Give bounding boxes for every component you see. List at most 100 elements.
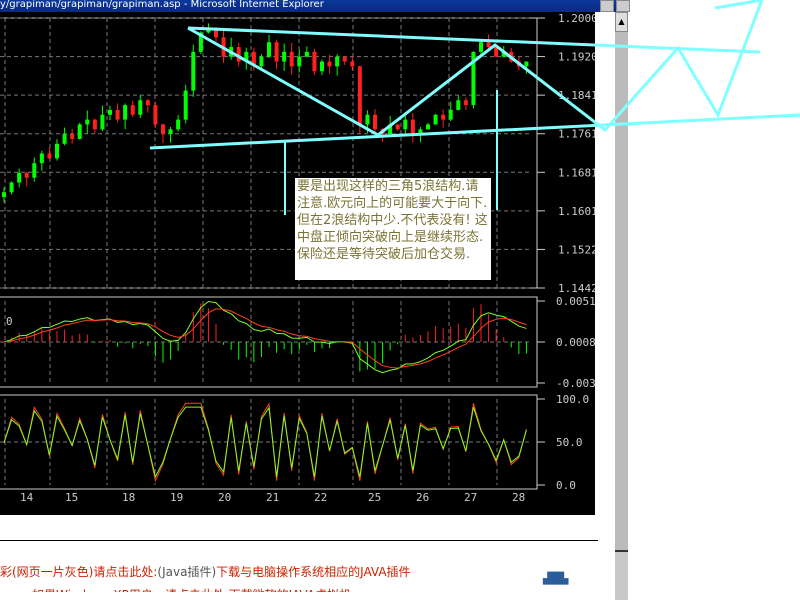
- price-tick-label: 1.1681: [558, 166, 595, 179]
- candle: [236, 47, 241, 62]
- candle: [191, 51, 196, 91]
- indicator-label: 0: [6, 315, 13, 328]
- divider: [0, 540, 598, 541]
- maximize-button[interactable]: [616, 0, 630, 12]
- candle: [206, 27, 211, 33]
- price-tick-label: 1.1601: [558, 205, 595, 218]
- candle: [176, 119, 181, 130]
- indicator-tick-label: 0.0051: [556, 295, 595, 308]
- candle: [130, 105, 135, 115]
- date-label: 27: [464, 491, 477, 504]
- candle: [77, 124, 82, 139]
- candle: [55, 143, 59, 159]
- candle: [297, 56, 302, 67]
- candle: [145, 100, 150, 106]
- date-label: 14: [20, 491, 34, 504]
- candle: [274, 42, 279, 62]
- candle: [312, 51, 317, 72]
- candle: [259, 56, 264, 67]
- chart-annotation: 要是出现这样的三角5浪结构.请注意.欧元向上的可能要大于向下. 但在2浪结构中少…: [295, 178, 491, 280]
- price-tick-label: 1.1761: [558, 128, 595, 141]
- candle: [365, 114, 370, 125]
- indicator-tick-label: 50.0: [556, 436, 583, 449]
- date-label: 15: [65, 491, 78, 504]
- window-title: y/grapiman/grapiman/grapiman.asp - Micro…: [0, 0, 324, 10]
- indicator-tick-label: 0.0: [556, 479, 576, 492]
- date-label: 26: [416, 491, 429, 504]
- indicator-tick-label: 100.0: [556, 393, 589, 406]
- candle: [17, 172, 22, 183]
- window-titlebar: y/grapiman/grapiman/grapiman.asp - Micro…: [0, 0, 630, 12]
- candle: [494, 47, 499, 57]
- candle: [395, 124, 400, 130]
- java-plugin-notice: 彩(网页一片灰色)请点击此处:(Java插件)下载与电脑操作系统相应的JAVA插…: [0, 563, 411, 580]
- candle: [123, 105, 128, 120]
- candle: [380, 129, 385, 135]
- candle: [62, 134, 67, 144]
- minimize-button[interactable]: [600, 0, 614, 12]
- candle: [373, 114, 377, 130]
- date-label: 25: [368, 491, 381, 504]
- macd-signal-line: [3, 308, 527, 369]
- candle: [479, 42, 483, 52]
- candle: [115, 109, 120, 120]
- candle: [509, 51, 514, 62]
- candle: [289, 51, 294, 67]
- candle: [320, 61, 324, 72]
- scroll-thumb[interactable]: [615, 32, 628, 552]
- candle: [153, 105, 158, 125]
- site-logo-icon: ▟█▙: [543, 572, 569, 585]
- price-tick-label: 1.1920: [558, 51, 595, 64]
- candle: [463, 100, 468, 106]
- candle: [161, 124, 165, 135]
- price-tick-label: 1.2000: [558, 12, 595, 25]
- candle: [516, 61, 521, 67]
- notice-text[interactable]: 彩(网页一片灰色)请点击此处:: [0, 565, 158, 579]
- candle: [229, 47, 234, 57]
- candle: [342, 56, 347, 62]
- date-label: 28: [512, 491, 525, 504]
- wave-top-line: [714, 0, 763, 10]
- candle: [403, 119, 408, 130]
- candle: [267, 42, 271, 57]
- candle: [168, 129, 173, 135]
- date-label: 18: [122, 491, 135, 504]
- candle: [486, 42, 491, 48]
- vertical-scrollbar[interactable]: ▲: [615, 12, 628, 600]
- rsi-signal-line: [3, 406, 527, 479]
- date-label: 22: [314, 491, 327, 504]
- candle: [448, 109, 453, 120]
- notice-plugin: (Java插件): [157, 565, 217, 579]
- candle: [282, 51, 287, 62]
- date-label: 19: [170, 491, 183, 504]
- candle: [388, 124, 393, 135]
- candle: [138, 100, 143, 115]
- price-tick-label: 1.1522: [558, 243, 595, 256]
- candle: [32, 163, 37, 178]
- candle: [327, 61, 332, 67]
- candle: [85, 119, 90, 125]
- scroll-up-button[interactable]: ▲: [615, 12, 628, 32]
- candle: [198, 32, 203, 52]
- candle: [108, 109, 112, 115]
- candle: [221, 37, 226, 57]
- date-label: 20: [218, 491, 231, 504]
- candle: [410, 119, 415, 135]
- candle: [441, 114, 446, 120]
- date-label: 21: [266, 491, 279, 504]
- candle: [456, 100, 461, 110]
- candle: [304, 51, 309, 57]
- candle: [92, 119, 97, 130]
- download-java-link[interactable]: 下载与电脑操作系统相应的JAVA插件: [216, 565, 411, 579]
- indicator-tick-label: 0.0008: [556, 336, 595, 349]
- candle: [244, 51, 249, 62]
- candle: [501, 51, 506, 57]
- candle: [100, 114, 105, 130]
- indicator-tick-label: -0.0034: [556, 377, 595, 390]
- candle: [2, 192, 6, 198]
- xp-notice[interactable]: …如果Windows XP用户，请点击此处 下载微软的JAVA虚拟机: [20, 586, 351, 592]
- candle: [524, 61, 529, 67]
- price-tick-label: 1.1841: [558, 89, 595, 102]
- candle: [214, 27, 218, 38]
- macd-line: [3, 300, 527, 374]
